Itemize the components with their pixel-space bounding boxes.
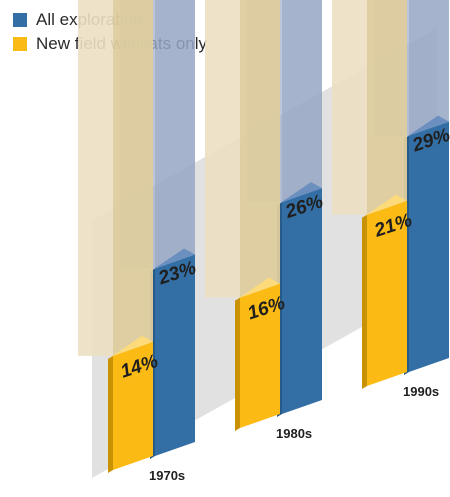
bar-new-field-wildcats-1980s-ghost-front <box>240 0 280 298</box>
bar-all-exploration-1970s-front-face <box>155 254 195 456</box>
bar-new-field-wildcats-1970s-side-face <box>108 355 113 473</box>
bar-new-field-wildcats-1980s-ghost-side <box>205 0 240 298</box>
category-label-1980s: 1980s <box>276 426 312 441</box>
category-label-1970s: 1970s <box>149 468 185 483</box>
category-label-1990s: 1990s <box>403 384 439 399</box>
bar-new-field-wildcats-1970s-front-face <box>113 341 153 470</box>
bar-new-field-wildcats-1970s-ghost-side <box>78 0 113 356</box>
bar-new-field-wildcats-1990s-ghost-front <box>367 0 407 215</box>
bar-all-exploration-1980s-top-face <box>277 182 322 206</box>
bar-new-field-wildcats-1980s-top-face <box>235 277 280 301</box>
bar-new-field-wildcats-1990s-front-face <box>367 200 407 386</box>
bar-new-field-wildcats-1990s-side-face <box>362 214 367 389</box>
bar-new-field-wildcats-1980s-side-face <box>235 297 240 431</box>
bar-all-exploration-1970s-ghost-front <box>155 0 195 269</box>
legend-swatch-yellow <box>13 37 27 51</box>
bar-new-field-wildcats-1970s-ghost-front <box>113 0 153 356</box>
bar-all-exploration-1990s-front-face <box>409 121 449 372</box>
bar-all-exploration-1970s-top-face <box>150 248 195 272</box>
bar-new-field-wildcats-1990s-ghost-side <box>332 0 367 215</box>
bar-all-exploration-1990s-top-face <box>404 115 449 139</box>
legend-swatch-blue <box>13 13 27 27</box>
bar-all-exploration-1980s-ghost-front <box>282 0 322 203</box>
bar-all-exploration-1990s-ghost-front <box>409 0 449 136</box>
bar-all-exploration-1980s-front-face <box>282 188 322 414</box>
bar-new-field-wildcats-1980s-front-face <box>240 283 280 428</box>
bar-new-field-wildcats-1970s-top-face <box>108 335 153 359</box>
bar-new-field-wildcats-1990s-top-face <box>362 194 407 218</box>
